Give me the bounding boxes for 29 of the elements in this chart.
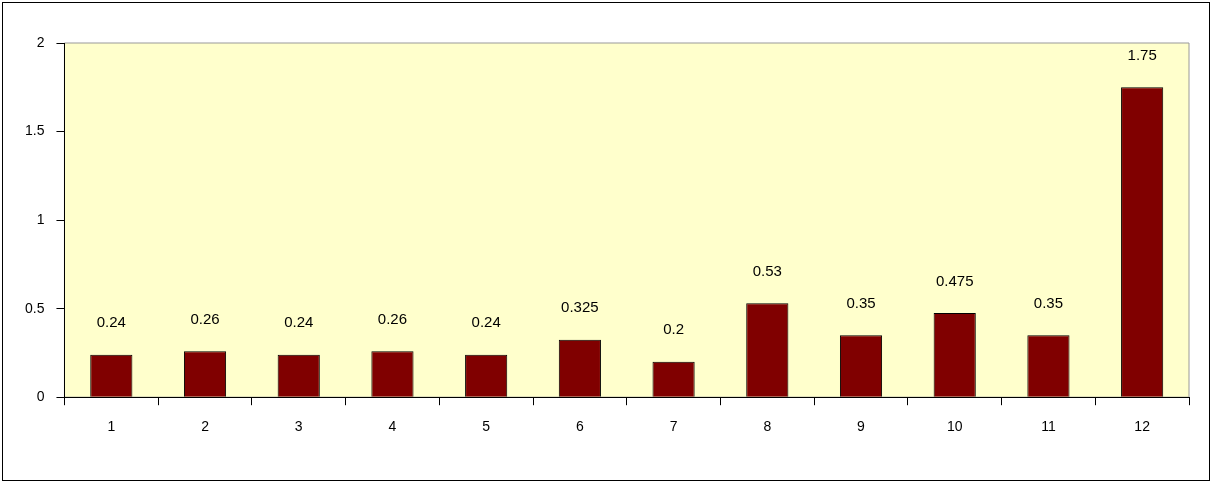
data-label: 0.26 — [190, 309, 220, 327]
data-label: 0.35 — [846, 293, 876, 311]
x-tick-label: 6 — [575, 418, 584, 435]
x-tick-label: 2 — [201, 418, 210, 435]
data-label: 0.26 — [377, 309, 408, 327]
x-tick-label: 10 — [946, 418, 963, 435]
data-label: 0.24 — [96, 313, 126, 331]
x-tick-label: 4 — [388, 418, 397, 435]
data-label: 0.2 — [663, 320, 685, 338]
data-label: 0.35 — [1033, 293, 1064, 311]
y-tick-label: 0.5 — [24, 299, 45, 316]
x-tick-label: 7 — [669, 418, 678, 435]
y-tick-label: 1 — [36, 210, 45, 227]
data-label: 0.24 — [284, 313, 314, 331]
x-tick-label: 1 — [107, 418, 116, 435]
x-tick-label: 5 — [482, 418, 491, 435]
x-tick-label: 9 — [857, 418, 866, 435]
data-label: 0.325 — [561, 298, 599, 316]
x-tick-label: 8 — [763, 418, 772, 435]
x-tick-label: 11 — [1041, 418, 1056, 435]
data-label: 0.475 — [935, 271, 974, 289]
y-tick-label: 0 — [36, 388, 45, 405]
x-tick-label: 12 — [1134, 418, 1151, 435]
data-label: 0.53 — [752, 261, 782, 279]
data-label: 1.75 — [1127, 45, 1157, 63]
x-tick-label: 3 — [294, 418, 303, 435]
y-tick-label: 1.5 — [24, 122, 45, 139]
data-label: 0.24 — [471, 313, 501, 331]
y-tick-label: 2 — [36, 33, 45, 50]
